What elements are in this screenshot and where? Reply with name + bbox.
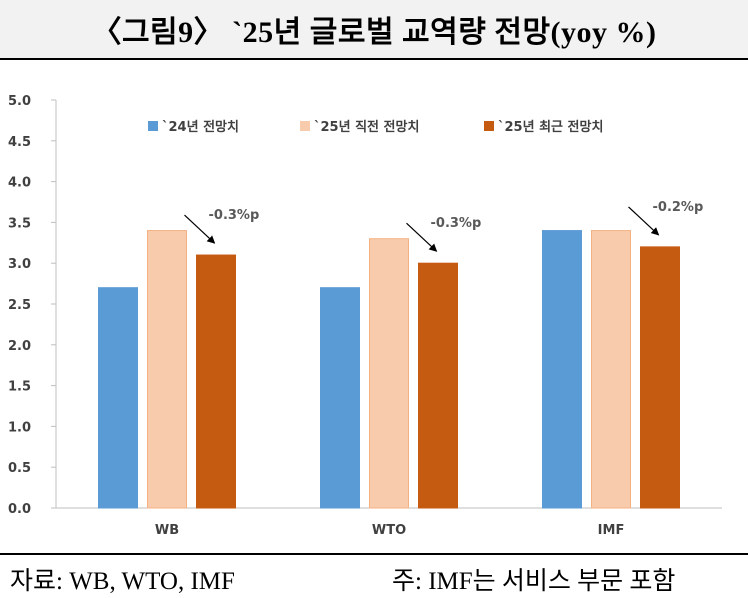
annotation-arrow	[184, 214, 216, 244]
y-tick-label: 3.0	[8, 257, 31, 272]
y-tick-label: 3.5	[8, 216, 31, 231]
bar-imf-series-2	[640, 246, 680, 509]
annotation-arrow	[628, 206, 660, 236]
annotation-label: -0.3%p	[209, 208, 260, 223]
title-band: 〈그림9〉 `25년 글로벌 교역량 전망(yoy %)	[0, 0, 748, 60]
legend-swatch-1	[300, 121, 310, 131]
legend-swatch-2	[484, 121, 494, 131]
y-tick-label: 1.0	[8, 420, 31, 435]
x-category-label: WTO	[372, 523, 406, 538]
bar-imf-series-1	[591, 230, 631, 509]
x-category-label: IMF	[598, 523, 625, 538]
bar-wto-series-1	[369, 238, 409, 509]
legend-label-1: `25년 직전 전망치	[314, 119, 419, 135]
y-tick-label: 2.0	[8, 339, 31, 354]
y-tick-label: 0.5	[8, 461, 31, 476]
bar-wto-series-0	[320, 287, 360, 509]
y-tick-label: 4.5	[8, 135, 31, 150]
annotation-label: -0.2%p	[653, 200, 704, 215]
y-tick-label: 5.0	[8, 94, 31, 109]
legend-label-2: `25년 최근 전망치	[498, 119, 603, 135]
bar-chart: 0.0 0.5 1.0 1.5 2.0 2.5 3.0 3.5 4.0 4.5 5.0 WB -0.3%…	[8, 94, 722, 538]
footer-divider	[0, 553, 748, 555]
bar-wb-series-2	[196, 254, 236, 509]
footnote: 주: IMF는 서비스 부문 포함	[392, 568, 676, 595]
legend-swatch-0	[148, 121, 158, 131]
y-tick-label: 1.5	[8, 380, 31, 395]
source-note: 자료: WB, WTO, IMF	[10, 568, 235, 595]
x-category-label: WB	[155, 523, 179, 538]
y-tick-label: 0.0	[8, 502, 31, 517]
footer: 자료: WB, WTO, IMF 주: IMF는 서비스 부문 포함	[0, 557, 748, 597]
annotation-label: -0.3%p	[431, 216, 482, 231]
chart-area: 0.0 0.5 1.0 1.5 2.0 2.5 3.0 3.5 4.0 4.5 5.0 WB -0.3%…	[0, 60, 748, 552]
bar-wb-series-0	[98, 287, 138, 509]
legend-label-0: `24년 전망치	[162, 119, 239, 135]
annotation-arrow	[406, 222, 438, 252]
bar-wto-series-2	[418, 262, 458, 509]
y-tick-label: 4.0	[8, 176, 31, 191]
bar-wb-series-1	[147, 230, 187, 509]
y-tick-label: 2.5	[8, 298, 31, 313]
bar-imf-series-0	[542, 230, 582, 509]
figure-title: 〈그림9〉 `25년 글로벌 교역량 전망(yoy %)	[91, 16, 657, 49]
